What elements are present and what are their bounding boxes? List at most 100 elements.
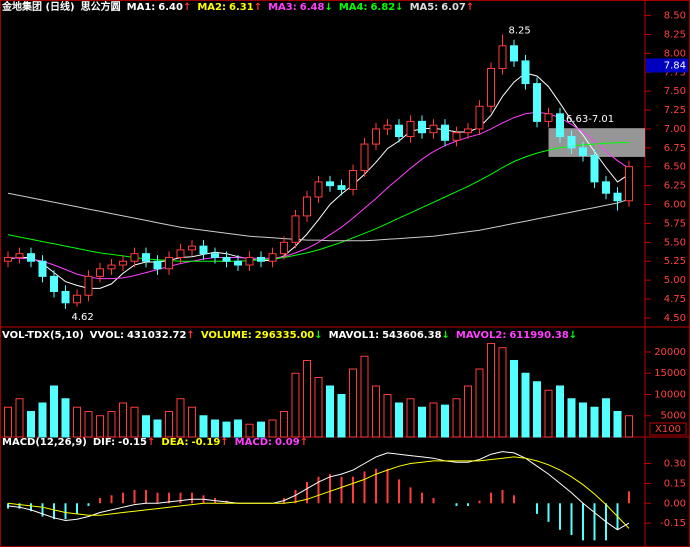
candle-body [613,192,622,202]
candle-body [50,275,58,292]
candle-body [360,143,369,172]
y-tick-label: 7.00 [664,124,686,135]
volume-bar [15,398,24,438]
y-tick-label: 4.50 [664,313,686,324]
y-tick-label: 15000 [654,368,686,379]
y-tick-label: 7.50 [664,86,686,97]
legend-value: 543606.38 [382,330,442,341]
volume-bar [487,342,495,438]
legend-value: 0.09 [275,437,300,448]
candle-body [142,253,150,262]
legend-arrow: ↑ [465,2,475,13]
legend-arrow: ↑ [299,437,309,448]
volume-bar [567,398,576,438]
volume-bar [464,385,472,438]
y-tick-label: 6.75 [664,143,686,154]
volume-bar [38,402,47,438]
volume-bar [372,385,380,438]
candle-body [556,113,564,138]
legend-arrow: ↑ [182,2,192,13]
y-tick-label: -0.15 [660,518,686,529]
candle-body [395,124,403,138]
y-tick-label: 0.30 [664,459,686,470]
candle-body [498,45,507,69]
legend-value: 6.48 [299,2,325,13]
candle-body [533,83,541,122]
y-tick-label: 5.50 [664,237,686,248]
volume-bar [395,402,403,438]
volume-bar [142,415,150,438]
volume-bar [452,398,461,438]
legend-value: 6.82 [370,2,396,13]
y-tick-label: 4.75 [664,294,686,305]
volume-bar [165,410,173,438]
volume-bar [245,423,254,438]
ma-line [7,111,630,280]
candle-body [119,260,127,266]
candle-body [544,113,553,122]
y-tick-label: 0.00 [664,498,686,509]
header: VOL-TDX(5,10) VVOL: 431032.72↑ VOLUME: 29633… [2,330,583,342]
volume-bar [96,415,104,438]
volume-bar [406,398,415,438]
legend-arrow: ↓ [395,2,404,13]
legend-value: 6.31 [229,2,254,13]
y-tick-label: 7.75 [664,67,686,78]
candle-body [245,256,254,266]
volume-bar [590,406,599,438]
volume-bar [176,398,185,438]
volume-bar [73,406,81,438]
candle-body [590,154,599,183]
ma-line [7,456,630,529]
legend-arrow: ↓ [314,330,323,341]
y-tick-label: 0.15 [664,478,686,489]
candle-body [4,256,12,262]
candle-body [27,253,35,262]
legend-name: MA5: [409,2,439,13]
candle-body [429,124,438,134]
candle-body [257,256,265,262]
candle-body [165,256,173,270]
panel-title: VOL-TDX(5,10) [2,330,84,341]
candle-body [406,120,415,138]
y-tick-label: 5000 [661,411,686,422]
volume-bar [222,421,231,438]
y-tick-label: 8.50 [664,11,686,22]
candle-body [487,67,495,107]
volume-bar [50,385,58,438]
legend-name: MAVOL1: [328,330,380,341]
legend-arrow: ↑ [147,437,156,448]
legend-name: VOLUME: [200,330,252,341]
candle-body [383,124,392,130]
legend-value: 296335.00 [254,330,315,341]
candle-body [475,105,484,130]
legend-value: 6.07 [441,2,466,13]
volume-bar [544,389,553,438]
legend-value: 6.40 [158,2,183,13]
volume-bar [418,406,426,438]
candle-body [234,260,242,266]
volume-bar [153,419,162,438]
candle-body [15,253,24,258]
volume-bar [4,406,12,438]
candle-body [521,60,530,85]
legend-name: MAVOL2: [455,330,507,341]
candle-body [188,245,196,251]
candle-body [567,136,576,149]
volume-bar [429,402,438,438]
volume-bar [441,404,449,438]
y-tick-label: 5.25 [664,256,686,267]
volume-bar [360,355,369,438]
candle-body [84,275,93,296]
price-annotation: 4.62 [72,312,94,323]
volume-bar [498,347,507,438]
volume-bar [383,393,392,438]
volume-bar [625,415,633,438]
volume-bar [556,385,564,438]
legend-value: 431032.72 [126,330,187,341]
legend-value: -0.19 [191,437,221,448]
volume-bar [107,410,116,438]
unit-label: X100 [655,424,681,435]
